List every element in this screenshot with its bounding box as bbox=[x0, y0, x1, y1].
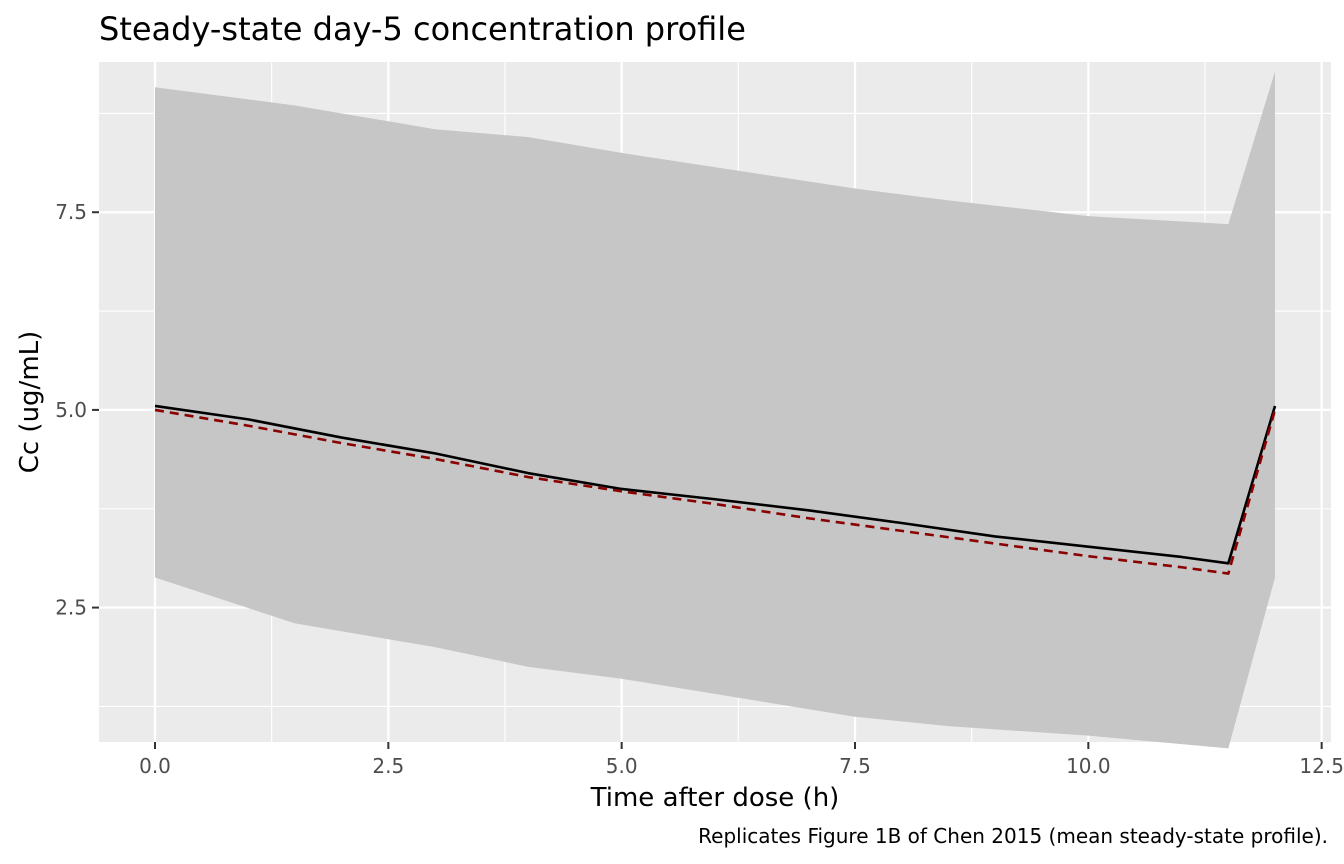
confidence-band bbox=[155, 71, 1275, 749]
y-axis-ticks: 2.5 5.0 7.5 bbox=[55, 200, 99, 620]
x-tick-label: 2.5 bbox=[372, 754, 404, 778]
x-tick-label: 12.5 bbox=[1299, 754, 1344, 778]
dashed-series-line bbox=[154, 408, 1277, 575]
chart-caption: Replicates Figure 1B of Chen 2015 (mean … bbox=[698, 824, 1328, 848]
confidence-band-layer bbox=[155, 71, 1275, 749]
x-axis-ticks: 0.0 2.5 5.0 7.5 10.0 12.5 bbox=[139, 742, 1344, 778]
x-tick-label: 5.0 bbox=[606, 754, 638, 778]
x-tick-label: 7.5 bbox=[839, 754, 871, 778]
y-tick-label: 2.5 bbox=[55, 596, 87, 620]
chart-title: Steady-state day-5 concentration profile bbox=[99, 10, 746, 48]
x-axis-title: Time after dose (h) bbox=[590, 783, 840, 813]
series-layer bbox=[154, 404, 1277, 575]
y-axis-title: Cc (ug/mL) bbox=[15, 331, 45, 474]
x-tick-label: 0.0 bbox=[139, 754, 171, 778]
y-tick-label: 7.5 bbox=[55, 200, 87, 224]
x-tick-label: 10.0 bbox=[1066, 754, 1111, 778]
solid-series-line bbox=[154, 404, 1277, 565]
y-tick-label: 5.0 bbox=[55, 398, 87, 422]
